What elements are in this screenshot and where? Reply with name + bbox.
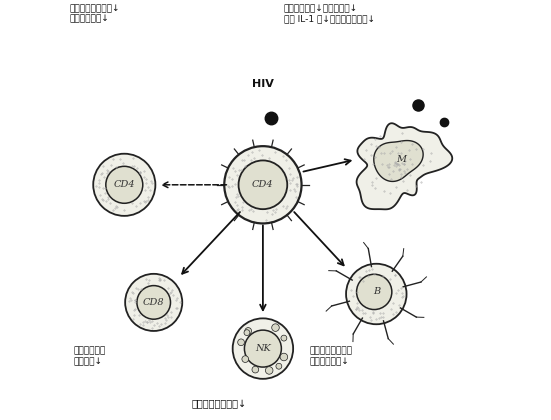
Text: HIV: HIV	[252, 79, 274, 89]
Circle shape	[244, 330, 250, 336]
Text: 对可溢性抗原反应↓
淡巴因子分泌↓: 对可溢性抗原反应↓ 淡巴因子分泌↓	[69, 4, 120, 24]
Text: CD4: CD4	[114, 180, 135, 189]
Text: 杀伤肉瘾细胞能力↓: 杀伤肉瘾细胞能力↓	[192, 399, 247, 409]
Circle shape	[242, 356, 249, 362]
Text: CD4: CD4	[252, 180, 274, 189]
Circle shape	[276, 363, 282, 369]
Circle shape	[245, 328, 252, 334]
Circle shape	[137, 286, 170, 319]
Circle shape	[272, 324, 279, 331]
Circle shape	[106, 166, 143, 203]
Text: M: M	[397, 155, 407, 164]
Circle shape	[233, 318, 293, 379]
Circle shape	[356, 274, 392, 310]
Circle shape	[224, 146, 301, 223]
Polygon shape	[356, 123, 452, 209]
Circle shape	[266, 367, 273, 374]
Circle shape	[93, 154, 155, 216]
Text: 特异性细胞毒
杀伤作用↓: 特异性细胞毒 杀伤作用↓	[74, 346, 106, 366]
Text: NK: NK	[255, 344, 271, 353]
Circle shape	[125, 274, 182, 331]
Circle shape	[245, 330, 282, 367]
Circle shape	[281, 335, 287, 341]
Circle shape	[252, 366, 259, 373]
Polygon shape	[374, 141, 423, 181]
Text: B: B	[372, 287, 380, 297]
Text: 对新抗原反应产生
特异抗体能力↓: 对新抗原反应产生 特异抗体能力↓	[309, 346, 352, 366]
Circle shape	[237, 339, 245, 346]
Text: CD8: CD8	[143, 298, 165, 307]
Text: 抗原递呼能力↓，趋化能力↓
分泌 IL-1 量↓，细胞毒杀伤力↓: 抗原递呼能力↓，趋化能力↓ 分泌 IL-1 量↓，细胞毒杀伤力↓	[284, 4, 375, 24]
Circle shape	[239, 160, 287, 209]
Circle shape	[346, 264, 407, 324]
Circle shape	[280, 353, 288, 361]
